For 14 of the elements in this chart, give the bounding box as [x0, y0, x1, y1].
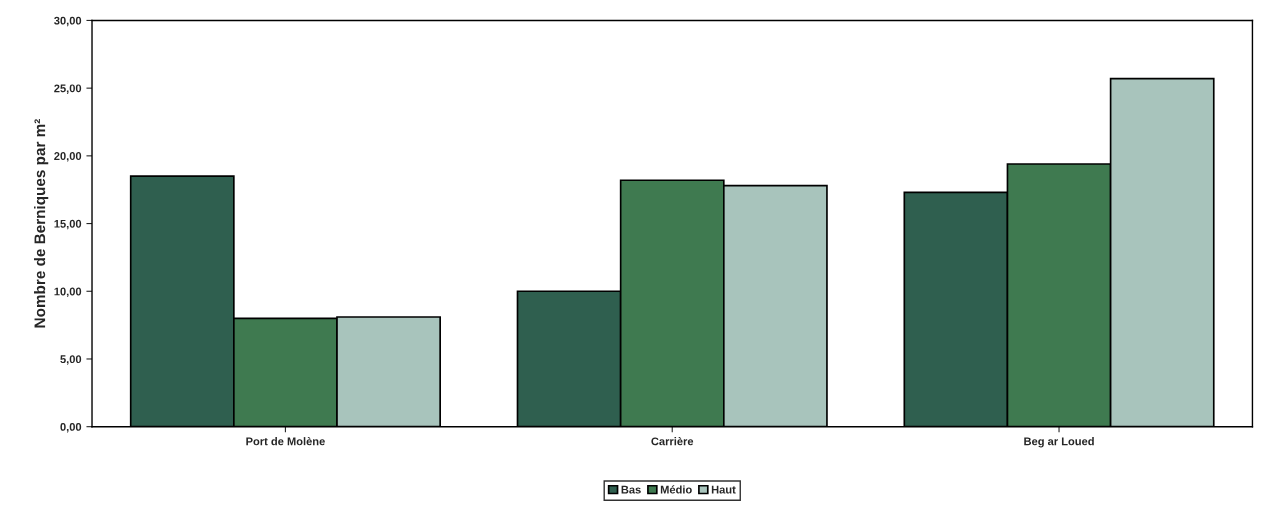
- x-tick-label: Carrière: [651, 437, 694, 446]
- y-tick-label: 30,00: [54, 16, 82, 27]
- y-tick-label: 10,00: [54, 287, 82, 298]
- legend-label: Bas: [621, 485, 641, 494]
- x-tick-label: Beg ar Loued: [1024, 437, 1094, 448]
- y-tick-label: 15,00: [54, 219, 82, 230]
- y-tick-label: 0,00: [60, 422, 82, 433]
- x-tick-label: Port de Molène: [246, 437, 325, 446]
- y-tick-label: 25,00: [54, 84, 82, 94]
- y-axis-title: Nombre de Berniques par m²: [34, 119, 49, 328]
- y-tick-label: 5,00: [60, 355, 82, 365]
- y-tick-label: 20,00: [54, 152, 82, 162]
- legend-label: Médio: [660, 485, 692, 494]
- legend-label: Haut: [711, 485, 736, 494]
